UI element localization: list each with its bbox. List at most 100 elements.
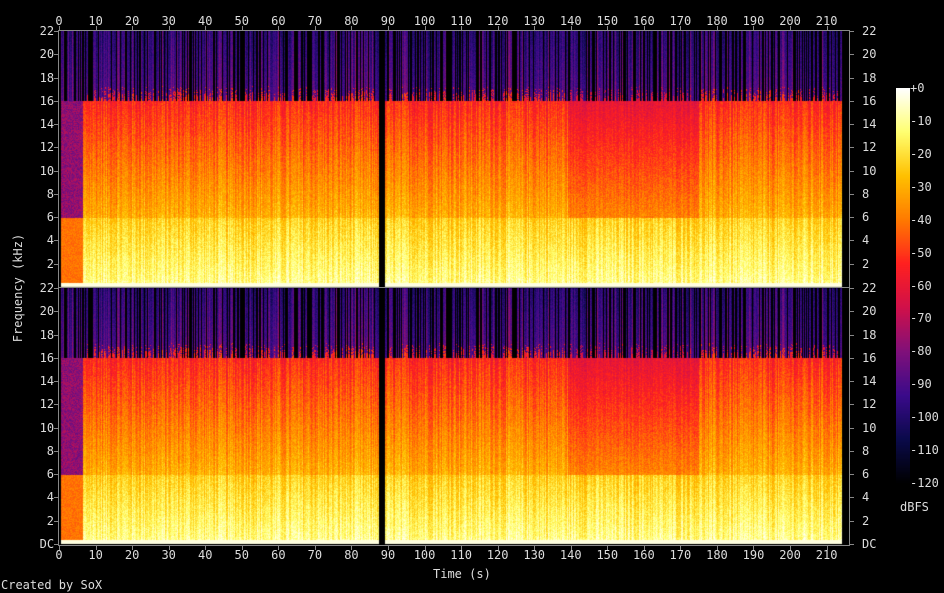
- y-tick-mark: [54, 381, 58, 383]
- y-tick-mark: [850, 217, 854, 219]
- colorbar-tick-label: +0: [910, 81, 925, 95]
- x-tick-mark: [241, 26, 243, 30]
- colorbar-tick-label: -70: [910, 311, 932, 326]
- x-axis-label: Time (s): [433, 567, 491, 581]
- y-tick-mark: [54, 357, 58, 359]
- y-tick-label-left: 8: [46, 443, 55, 458]
- y-tick-label-left: 4: [46, 233, 55, 248]
- x-tick-label-top: 160: [633, 14, 655, 28]
- y-tick-mark: [850, 100, 854, 102]
- y-tick-label-left: 22: [39, 281, 55, 295]
- y-tick-label-left: 2: [46, 513, 55, 528]
- colorbar: [896, 88, 910, 484]
- y-tick-label-left: 16: [39, 350, 55, 365]
- y-tick-label-right: 8: [862, 186, 870, 201]
- y-tick-mark: [850, 288, 854, 289]
- x-tick-mark: [205, 546, 207, 550]
- y-tick-mark: [850, 334, 854, 336]
- x-tick-label-top: 110: [450, 14, 472, 28]
- x-tick-label-top: 140: [559, 14, 582, 28]
- x-tick-mark: [424, 26, 426, 30]
- x-tick-label-bottom: 110: [450, 548, 472, 562]
- x-tick-label-bottom: 20: [124, 548, 140, 562]
- x-tick-label-top: 40: [198, 14, 213, 28]
- x-tick-mark: [314, 26, 316, 30]
- colorbar-tick-label: -90: [910, 377, 932, 392]
- y-tick-mark: [54, 31, 58, 32]
- x-tick-mark: [387, 546, 389, 550]
- x-tick-label-top: 120: [486, 14, 509, 28]
- x-tick-mark: [826, 26, 828, 30]
- x-tick-mark: [570, 26, 572, 30]
- y-tick-mark: [54, 427, 58, 429]
- x-tick-label-top: 210: [815, 14, 838, 28]
- y-tick-mark: [54, 54, 58, 56]
- x-tick-mark: [497, 546, 499, 550]
- y-tick-mark: [850, 520, 854, 522]
- y-tick-label-right: 2: [862, 513, 870, 528]
- colorbar-tick-label: -80: [910, 344, 932, 359]
- y-tick-label-right: 22: [862, 281, 877, 295]
- y-tick-label-right: 6: [862, 467, 870, 482]
- x-tick-mark: [241, 546, 243, 550]
- y-tick-mark: [850, 193, 854, 195]
- y-tick-label-right: 22: [862, 24, 877, 38]
- y-tick-mark: [54, 544, 58, 545]
- y-axis-label: Frequency (kHz): [11, 233, 25, 343]
- x-tick-mark: [643, 26, 645, 30]
- colorbar-tick-label: -50: [910, 245, 932, 260]
- x-tick-label-bottom: 130: [523, 548, 546, 562]
- y-tick-label-right: 14: [862, 117, 877, 132]
- y-tick-label-right: 20: [862, 47, 877, 62]
- x-tick-label-bottom: 190: [742, 548, 765, 562]
- y-tick-mark: [850, 170, 854, 172]
- x-tick-mark: [826, 546, 828, 550]
- y-tick-label-left: 10: [39, 420, 55, 435]
- y-tick-label-left: 2: [46, 256, 55, 271]
- y-tick-label-left: 8: [46, 186, 55, 201]
- x-tick-label-top: 100: [413, 14, 436, 28]
- y-tick-label-left: 14: [39, 117, 55, 132]
- y-tick-mark: [850, 474, 854, 476]
- y-tick-mark: [850, 54, 854, 56]
- y-tick-mark: [54, 124, 58, 126]
- y-tick-mark: [54, 497, 58, 499]
- x-tick-mark: [424, 546, 426, 550]
- y-tick-mark: [54, 193, 58, 195]
- y-tick-mark: [54, 100, 58, 102]
- y-tick-mark: [850, 450, 854, 452]
- colorbar-tick-label: -100: [910, 410, 939, 425]
- y-tick-label-right: 10: [862, 420, 877, 435]
- x-tick-mark: [534, 546, 536, 550]
- y-tick-label-left: 12: [39, 140, 55, 155]
- x-tick-label-bottom: 40: [198, 548, 213, 562]
- y-tick-mark: [850, 311, 854, 313]
- y-tick-label-left: 14: [39, 374, 55, 389]
- y-tick-mark: [54, 288, 58, 289]
- y-tick-label-left: 20: [39, 304, 55, 319]
- channel-divider: [58, 287, 850, 288]
- y-tick-label-right: 18: [862, 70, 877, 85]
- y-tick-label-left: DC: [39, 537, 55, 551]
- x-tick-label-bottom: 100: [413, 548, 436, 562]
- x-tick-mark: [570, 546, 572, 550]
- x-tick-label-bottom: 150: [596, 548, 619, 562]
- x-tick-label-top: 60: [271, 14, 286, 28]
- x-tick-label-bottom: 0: [55, 548, 63, 562]
- x-tick-mark: [534, 26, 536, 30]
- y-tick-label-left: 10: [39, 163, 55, 178]
- y-tick-mark: [54, 450, 58, 452]
- x-tick-mark: [351, 26, 353, 30]
- y-tick-mark: [54, 147, 58, 149]
- y-tick-label-right: 14: [862, 374, 877, 389]
- y-tick-label-left: 22: [39, 24, 55, 38]
- x-tick-label-top: 180: [706, 14, 728, 28]
- x-tick-label-bottom: 120: [486, 548, 509, 562]
- y-tick-label-right: 4: [862, 490, 870, 505]
- y-tick-label-right: 16: [862, 93, 877, 108]
- y-tick-mark: [850, 381, 854, 383]
- x-tick-mark: [607, 26, 609, 30]
- x-tick-mark: [790, 26, 791, 30]
- y-tick-mark: [54, 404, 58, 406]
- y-tick-mark: [850, 357, 854, 359]
